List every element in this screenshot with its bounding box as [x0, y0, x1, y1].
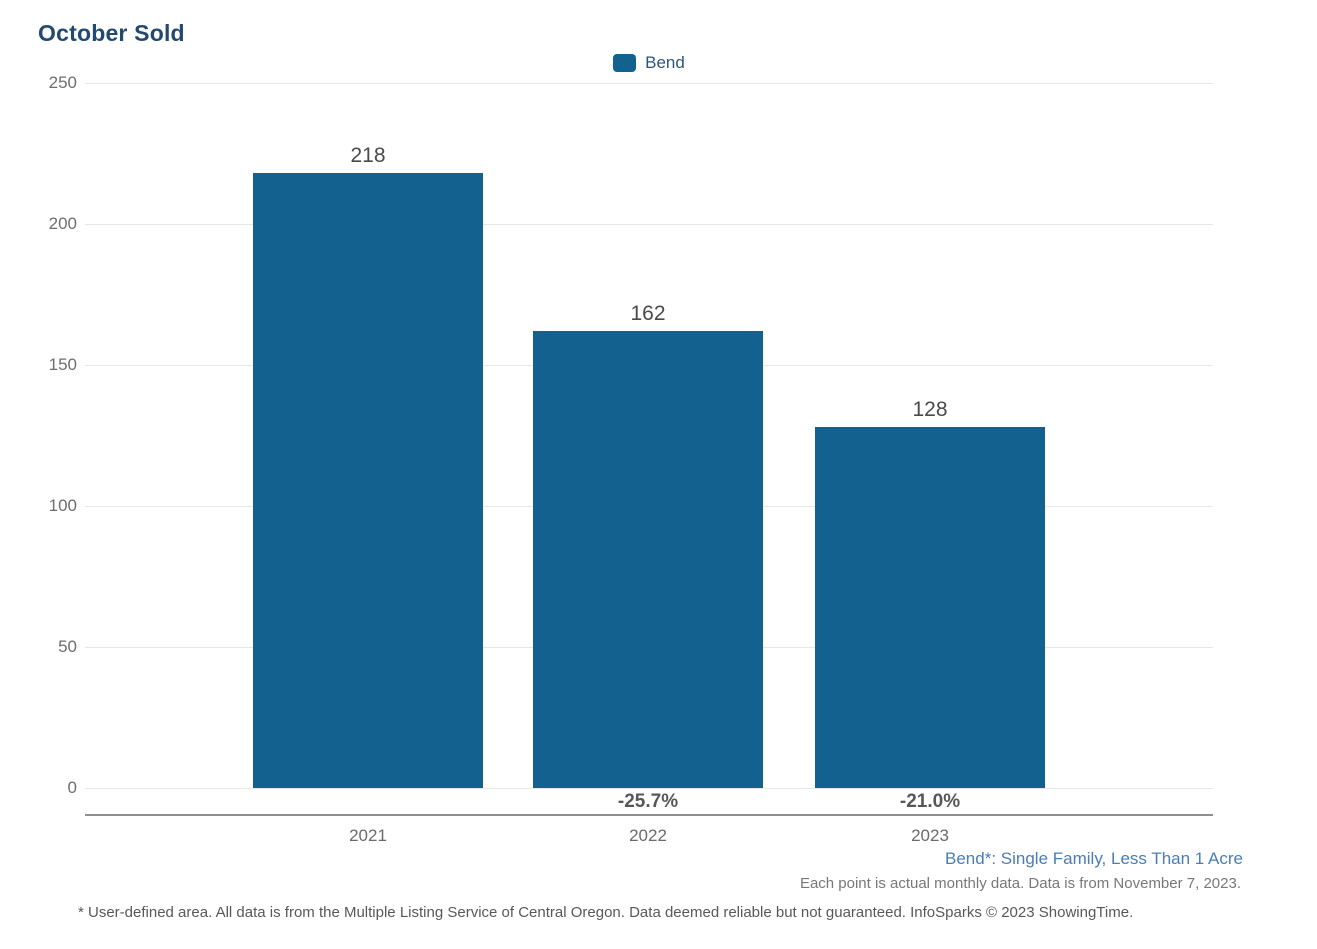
- x-axis-line: [85, 814, 1213, 816]
- bar-2023[interactable]: [815, 427, 1045, 788]
- gridline-0: [85, 788, 1213, 789]
- bar-value-label-2022: 162: [630, 302, 666, 326]
- legend: Bend: [85, 52, 1213, 74]
- gridline-200: [85, 224, 1213, 225]
- bar-2022[interactable]: [533, 331, 763, 788]
- y-tick-label-200: 200: [48, 214, 77, 233]
- y-tick-label-250: 250: [48, 73, 77, 92]
- y-tick-label-50: 50: [58, 637, 77, 656]
- legend-item-bend[interactable]: Bend: [613, 53, 685, 73]
- bar-value-label-2023: 128: [912, 398, 948, 422]
- bar-2021[interactable]: [253, 173, 483, 788]
- disclaimer-footnote: * User-defined area. All data is from th…: [78, 904, 1134, 921]
- legend-color-swatch: [613, 54, 637, 72]
- y-tick-label-150: 150: [48, 355, 77, 374]
- x-tick-label-2021: 2021: [349, 826, 387, 845]
- y-tick-label-0: 0: [67, 778, 77, 797]
- legend-item-label: Bend: [645, 53, 685, 72]
- bar-value-label-2021: 218: [350, 144, 386, 168]
- x-tick-label-2022: 2022: [629, 826, 667, 845]
- data-source-note: Each point is actual monthly data. Data …: [799, 875, 1241, 892]
- pct-change-label-2022: -25.7%: [617, 791, 679, 812]
- pct-change-label-2023: -21.0%: [899, 791, 961, 812]
- chart-title: October Sold: [38, 20, 185, 46]
- series-definition-note: Bend*: Single Family, Less Than 1 Acre: [945, 849, 1243, 868]
- x-tick-label-2023: 2023: [911, 826, 949, 845]
- y-tick-label-100: 100: [48, 496, 77, 515]
- gridline-250: [85, 83, 1213, 84]
